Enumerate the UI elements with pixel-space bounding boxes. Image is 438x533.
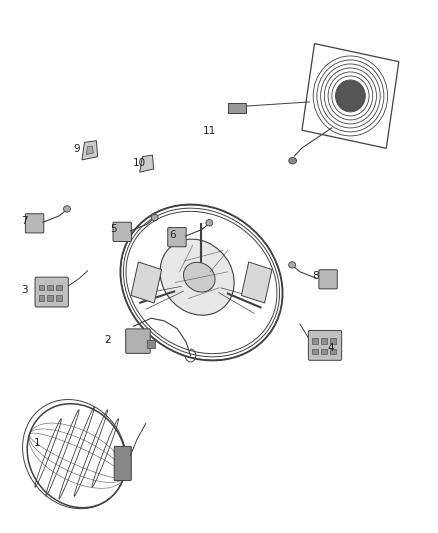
Text: 11: 11 — [203, 126, 216, 135]
Text: 5: 5 — [110, 224, 117, 234]
Ellipse shape — [151, 214, 158, 221]
FancyBboxPatch shape — [147, 340, 155, 348]
Polygon shape — [86, 146, 93, 155]
Ellipse shape — [126, 212, 277, 353]
Text: 2: 2 — [104, 335, 111, 345]
FancyBboxPatch shape — [126, 329, 150, 353]
Text: 7: 7 — [21, 216, 28, 226]
FancyBboxPatch shape — [39, 285, 44, 290]
Ellipse shape — [336, 80, 364, 111]
FancyBboxPatch shape — [113, 222, 131, 241]
FancyBboxPatch shape — [321, 338, 327, 344]
FancyBboxPatch shape — [330, 338, 336, 344]
FancyBboxPatch shape — [56, 295, 62, 301]
Text: 6: 6 — [170, 230, 177, 239]
Text: 4: 4 — [327, 343, 334, 352]
FancyBboxPatch shape — [25, 214, 44, 233]
Polygon shape — [241, 262, 272, 303]
FancyBboxPatch shape — [321, 349, 327, 354]
FancyBboxPatch shape — [47, 295, 53, 301]
FancyBboxPatch shape — [312, 338, 318, 344]
Ellipse shape — [184, 262, 215, 292]
Text: 8: 8 — [312, 271, 319, 281]
FancyBboxPatch shape — [308, 330, 342, 360]
FancyBboxPatch shape — [319, 270, 337, 289]
Ellipse shape — [289, 158, 297, 164]
Text: 3: 3 — [21, 286, 28, 295]
Text: 1: 1 — [34, 439, 41, 448]
Polygon shape — [131, 262, 162, 303]
FancyBboxPatch shape — [312, 349, 318, 354]
FancyBboxPatch shape — [330, 349, 336, 354]
FancyBboxPatch shape — [56, 285, 62, 290]
Polygon shape — [140, 155, 154, 172]
FancyBboxPatch shape — [114, 447, 131, 481]
FancyBboxPatch shape — [47, 285, 53, 290]
FancyBboxPatch shape — [228, 103, 246, 113]
Polygon shape — [82, 141, 98, 160]
FancyBboxPatch shape — [35, 277, 68, 307]
Ellipse shape — [206, 220, 213, 226]
Text: 10: 10 — [133, 158, 146, 168]
Text: 9: 9 — [73, 144, 80, 154]
FancyBboxPatch shape — [168, 228, 186, 247]
Ellipse shape — [64, 206, 71, 212]
Ellipse shape — [160, 239, 234, 315]
Ellipse shape — [289, 262, 296, 268]
FancyBboxPatch shape — [39, 295, 44, 301]
